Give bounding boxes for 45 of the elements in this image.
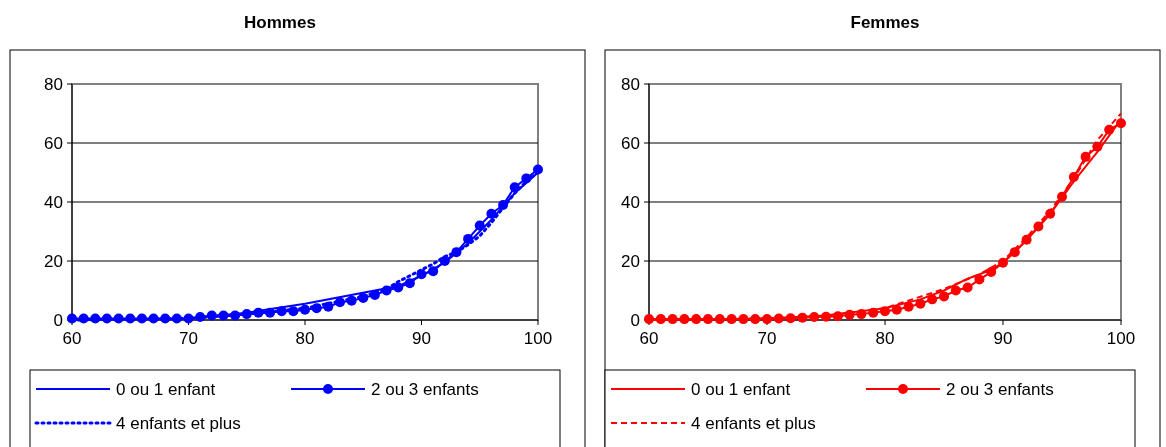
legend-label: 0 ou 1 enfant — [116, 379, 216, 399]
legend-label: 0 ou 1 enfant — [691, 379, 791, 399]
point — [880, 306, 890, 317]
x-tick-label: 70 — [179, 329, 198, 348]
point — [404, 278, 415, 289]
y-tick-label: 40 — [621, 192, 640, 212]
point — [1116, 118, 1126, 129]
legend-label: 2 ou 3 enfants — [946, 379, 1054, 399]
point — [915, 298, 926, 309]
legend-label: 4 enfants et plus — [691, 413, 816, 433]
point — [974, 274, 985, 285]
x-tick-label: 60 — [639, 329, 659, 348]
point — [927, 294, 938, 305]
x-tick-label: 60 — [62, 329, 82, 348]
point — [428, 266, 439, 277]
x-tick-label: 90 — [993, 329, 1013, 348]
chart-title: Hommes — [244, 13, 316, 32]
point — [986, 266, 997, 277]
y-tick-label: 20 — [44, 251, 63, 271]
legend-label: 2 ou 3 enfants — [371, 379, 479, 399]
x-tick-label: 100 — [1106, 329, 1136, 348]
y-tick-label: 60 — [44, 133, 63, 153]
y-tick-label: 60 — [621, 133, 640, 153]
point — [474, 220, 485, 231]
point — [891, 304, 902, 315]
chart-title: Femmes — [850, 13, 920, 32]
point — [962, 282, 973, 293]
point — [950, 285, 961, 296]
x-tick-label: 80 — [875, 329, 895, 348]
x-tick-label: 90 — [412, 329, 431, 348]
x-tick-label: 80 — [295, 329, 315, 348]
point — [486, 208, 497, 219]
y-tick-label: 40 — [44, 192, 63, 212]
point — [393, 282, 404, 293]
y-tick-label: 0 — [53, 310, 63, 330]
x-tick-label: 70 — [757, 329, 777, 348]
point — [463, 233, 474, 244]
point — [903, 301, 914, 312]
y-tick-label: 80 — [621, 74, 640, 94]
y-tick-label: 80 — [44, 74, 63, 94]
y-tick-label: 0 — [630, 310, 640, 330]
x-tick-label: 100 — [523, 329, 553, 348]
y-tick-label: 20 — [621, 251, 640, 271]
point — [939, 291, 949, 302]
legend-label: 4 enfants et plus — [116, 413, 241, 433]
